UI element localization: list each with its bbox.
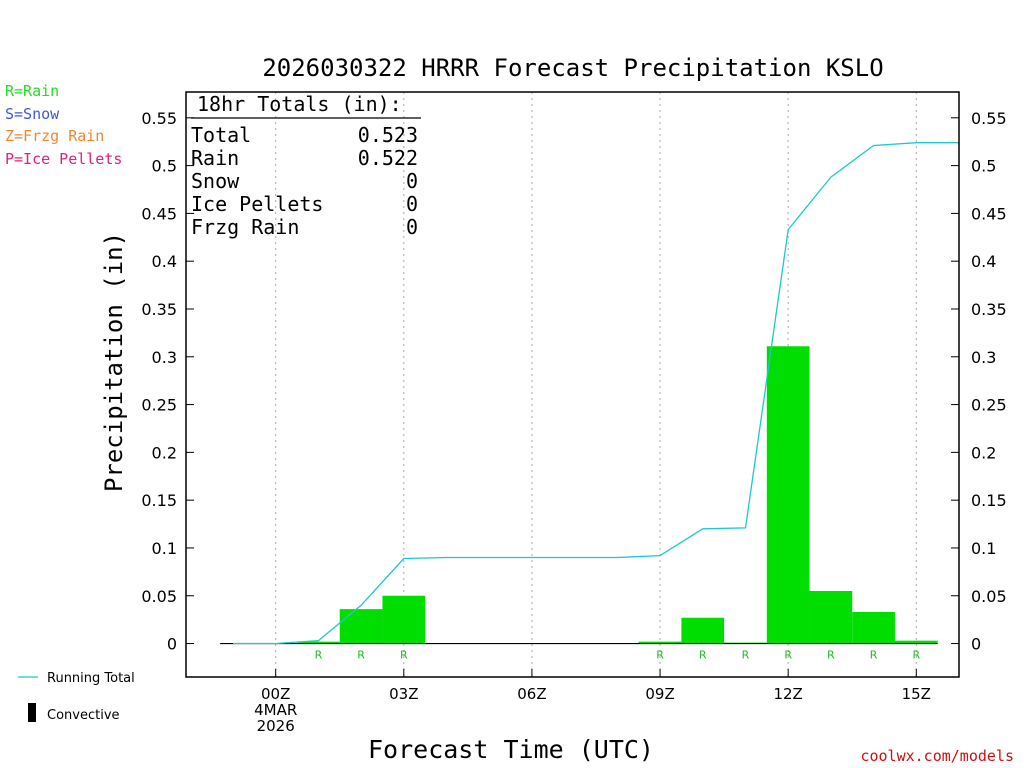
precip-bar-3 bbox=[382, 595, 426, 644]
x-tick-label-2026: 2026 bbox=[257, 717, 295, 735]
y-tick-label-right: 0.55 bbox=[971, 109, 1007, 128]
y-tick-label-left: 0.25 bbox=[141, 396, 177, 415]
precip-type-label-11: R bbox=[742, 649, 750, 662]
x-tick-label-06Z: 06Z bbox=[517, 685, 546, 703]
precip-bar-12 bbox=[766, 346, 810, 644]
x-tick-label-12Z: 12Z bbox=[773, 685, 802, 703]
plot-frame bbox=[185, 91, 960, 678]
y-tick-label-right: 0.1 bbox=[971, 539, 996, 558]
y-axis-right: 0.55 0.5 0.45 0.4 0.35 0.3 0.25 0.2 0.15 0.1 0.05 0 bbox=[951, 109, 1007, 654]
y-tick-label-right: 0.35 bbox=[971, 300, 1007, 319]
y-tick-label-right: 0.5 bbox=[971, 157, 996, 176]
y-tick-label-left: 0.15 bbox=[141, 491, 177, 510]
running-total-line bbox=[233, 142, 959, 645]
legend-snow: S=Snow bbox=[5, 105, 60, 123]
y-tick-label-right: 0.15 bbox=[971, 491, 1007, 510]
y-tick-label-left: 0.45 bbox=[141, 204, 177, 223]
x-tick-label-03Z: 03Z bbox=[389, 685, 418, 703]
y-tick-label-left: 0.55 bbox=[141, 109, 177, 128]
totals-label-snow: Snow bbox=[191, 169, 240, 193]
y-tick-label-left: 0.2 bbox=[152, 443, 177, 462]
y-tick-label-left: 0.35 bbox=[141, 300, 177, 319]
precip-type-label-3: R bbox=[400, 649, 408, 662]
totals-value-rain: 0.522 bbox=[358, 146, 418, 170]
x-tick-label-15Z: 15Z bbox=[902, 685, 931, 703]
x-axis-label: Forecast Time (UTC) bbox=[368, 735, 654, 764]
totals-label-ice-pellets: Ice Pellets bbox=[191, 192, 323, 216]
totals-value-snow: 0 bbox=[406, 169, 418, 193]
precip-bar-9 bbox=[638, 641, 682, 644]
credit-text: coolwx.com/models bbox=[860, 747, 1014, 765]
precip-type-label-12: R bbox=[784, 649, 792, 662]
precip-type-label-2: R bbox=[357, 649, 365, 662]
precip-bar-13 bbox=[809, 590, 853, 644]
precip-bar-1 bbox=[297, 641, 340, 644]
y-tick-label-left: 0.3 bbox=[152, 348, 177, 367]
y-tick-label-left: 0.5 bbox=[152, 157, 177, 176]
x-tick-label-09Z: 09Z bbox=[645, 685, 674, 703]
x-tick-label-4MAR: 4MAR bbox=[254, 701, 297, 719]
precip-type-label-1: R bbox=[315, 649, 323, 662]
totals-box: 18hr Totals (in): Total 0.523 Rain 0.522… bbox=[191, 92, 421, 239]
y-tick-label-left: 0.4 bbox=[152, 252, 177, 271]
y-axis-left: 0.55 0.5 0.45 0.4 0.35 0.3 0.25 0.2 0.15 0.1 0.05 0 bbox=[141, 109, 194, 654]
precip-type-label-9: R bbox=[656, 649, 664, 662]
totals-value-frzg-rain: 0 bbox=[406, 215, 418, 239]
legend-rain: R=Rain bbox=[5, 82, 59, 100]
y-tick-label-right: 0.2 bbox=[971, 443, 996, 462]
totals-label-rain: Rain bbox=[191, 146, 239, 170]
y-tick-label-left: 0.1 bbox=[152, 539, 177, 558]
totals-value-ice-pellets: 0 bbox=[406, 192, 418, 216]
legend-ice-pellets: P=Ice Pellets bbox=[5, 150, 122, 168]
convective-legend-swatch bbox=[28, 703, 36, 722]
convective-legend-label: Convective bbox=[47, 708, 120, 723]
y-tick-label-right: 0.4 bbox=[971, 252, 996, 271]
precip-type-label-10: R bbox=[699, 649, 707, 662]
precip-bar-14 bbox=[852, 612, 895, 644]
x-tick-label-00Z: 00Z bbox=[261, 685, 290, 703]
y-tick-label-right: 0.3 bbox=[971, 348, 996, 367]
precip-type-label-13: R bbox=[827, 649, 835, 662]
precip-bar-15 bbox=[894, 640, 938, 644]
y-tick-label-right: 0.05 bbox=[971, 587, 1007, 606]
grid-lines bbox=[275, 92, 917, 677]
y-axis-label: Precipitation (in) bbox=[100, 232, 128, 492]
chart-title: 2026030322 HRRR Forecast Precipitation K… bbox=[262, 54, 883, 82]
precip-bar-10 bbox=[681, 617, 725, 644]
bars-group bbox=[220, 346, 938, 645]
totals-header: 18hr Totals (in): bbox=[197, 92, 402, 116]
precip-bar-2 bbox=[339, 609, 383, 644]
y-tick-label-right: 0 bbox=[971, 635, 981, 654]
y-tick-label-left: 0.05 bbox=[141, 587, 177, 606]
precip-type-label-15: R bbox=[912, 649, 920, 662]
y-tick-label-left: 0 bbox=[167, 635, 177, 654]
totals-label-frzg-rain: Frzg Rain bbox=[191, 215, 299, 239]
running-total-group bbox=[233, 142, 959, 645]
y-tick-label-right: 0.25 bbox=[971, 396, 1007, 415]
totals-label-total: Total bbox=[191, 123, 251, 147]
y-tick-label-right: 0.45 bbox=[971, 204, 1007, 223]
running-total-legend-label: Running Total bbox=[47, 671, 135, 686]
legend-frzg-rain: Z=Frzg Rain bbox=[5, 127, 104, 145]
precip-type-label-14: R bbox=[870, 649, 878, 662]
totals-value-total: 0.523 bbox=[358, 123, 418, 147]
